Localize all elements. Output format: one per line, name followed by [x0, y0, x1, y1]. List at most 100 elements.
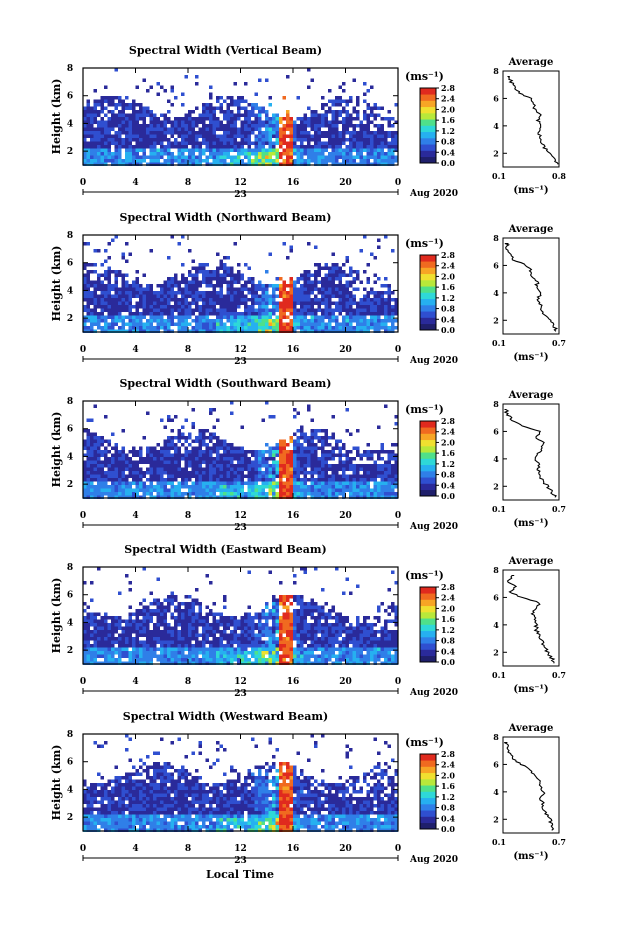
heatmap-cell [97, 647, 101, 651]
heatmap-cell [387, 131, 391, 135]
heatmap-cell [160, 287, 164, 291]
heatmap-cell [174, 145, 178, 149]
profile-title: Average [508, 57, 554, 68]
heatmap-cell [363, 159, 367, 163]
heatmap-cell [261, 159, 265, 163]
heatmap-cell [83, 138, 87, 142]
heatmap-cell [370, 131, 374, 135]
heatmap-cell [247, 322, 251, 326]
heatmap-cell [170, 145, 174, 149]
heatmap-cell [205, 326, 209, 330]
heatmap-cell [279, 312, 283, 316]
heatmap-cell [359, 495, 363, 499]
heatmap-cell [156, 630, 160, 634]
heatmap-cell [202, 432, 206, 436]
heatmap-cell [226, 446, 230, 450]
heatmap-cell [104, 155, 108, 159]
heatmap-cell [342, 495, 346, 499]
heatmap-cell [170, 312, 174, 316]
heatmap-cell [177, 155, 181, 159]
heatmap-cell [100, 439, 104, 443]
heatmap-cell [174, 633, 178, 637]
heatmap-cell [205, 113, 209, 117]
heatmap-cell [303, 481, 307, 485]
heatmap-cell [90, 432, 94, 436]
heatmap-cell [114, 319, 118, 323]
heatmap-cell [286, 305, 290, 309]
heatmap-cell [384, 145, 388, 149]
heatmap-cell [282, 474, 286, 478]
heatmap-cell [275, 446, 279, 450]
heatmap-cell [181, 120, 185, 124]
heatmap-cell [160, 609, 164, 613]
heatmap-cell [272, 446, 276, 450]
heatmap-cell [300, 120, 304, 124]
heatmap-cell [321, 124, 325, 128]
heatmap-cell [90, 464, 94, 468]
heatmap-cell [153, 131, 157, 135]
heatmap-cell [195, 485, 199, 489]
heatmap-cell [293, 432, 297, 436]
heatmap-cell [303, 159, 307, 163]
heatmap-cell [97, 654, 101, 658]
heatmap-cell [156, 450, 160, 454]
heatmap-cell [268, 148, 272, 152]
heatmap-cell [139, 305, 143, 309]
heatmap-cell [202, 453, 206, 457]
heatmap-cell [310, 124, 314, 128]
heatmap-cell [156, 637, 160, 641]
heatmap-cell [268, 315, 272, 319]
heatmap-cell [324, 443, 328, 447]
heatmap-cell [195, 488, 199, 492]
heatmap-cell [296, 467, 300, 471]
heatmap-cell [272, 474, 276, 478]
heatmap-cell [244, 152, 248, 156]
heatmap-cell [142, 644, 146, 648]
heatmap-cell [198, 141, 202, 145]
heatmap-cell [111, 127, 115, 131]
heatmap-cell [279, 155, 283, 159]
heatmap-cell [93, 439, 97, 443]
heatmap-cell [289, 155, 293, 159]
heatmap-cell [90, 298, 94, 302]
heatmap-cell [121, 145, 125, 149]
heatmap-cell [300, 284, 304, 288]
heatmap-cell [258, 162, 262, 166]
heatmap-cell [314, 467, 318, 471]
heatmap-cell [191, 425, 195, 429]
heatmap-cell [261, 326, 265, 330]
heatmap-cell [153, 602, 157, 606]
heatmap-cell [104, 96, 108, 100]
heatmap-cell [170, 637, 174, 641]
heatmap-cell [149, 457, 153, 461]
heatmap-cell [300, 308, 304, 312]
heatmap-cell [212, 120, 216, 124]
heatmap-cell [384, 474, 388, 478]
heatmap-cell [121, 633, 125, 637]
heatmap-cell [198, 633, 202, 637]
heatmap-cell [230, 127, 234, 131]
heatmap-cell [338, 96, 342, 100]
heatmap-cell [93, 495, 97, 499]
heatmap-cell [387, 120, 391, 124]
heatmap-cell [289, 301, 293, 305]
heatmap-cell [251, 141, 255, 145]
heatmap-cell [335, 96, 339, 100]
heatmap-cell [111, 467, 115, 471]
heatmap-cell [181, 633, 185, 637]
heatmap-cell [272, 148, 276, 152]
heatmap-cell [352, 78, 356, 82]
heatmap-cell [86, 418, 90, 422]
heatmap-cell [139, 110, 143, 114]
heatmap-cell [128, 127, 132, 131]
heatmap-cell [296, 436, 300, 440]
heatmap-cell [202, 623, 206, 627]
heatmap-cell [300, 326, 304, 330]
heatmap-cell [240, 453, 244, 457]
heatmap-cell [107, 471, 111, 475]
heatmap-cell [156, 326, 160, 330]
heatmap-cell [338, 280, 342, 284]
heatmap-cell [321, 481, 325, 485]
heatmap-cell [191, 308, 195, 312]
heatmap-cell [86, 308, 90, 312]
